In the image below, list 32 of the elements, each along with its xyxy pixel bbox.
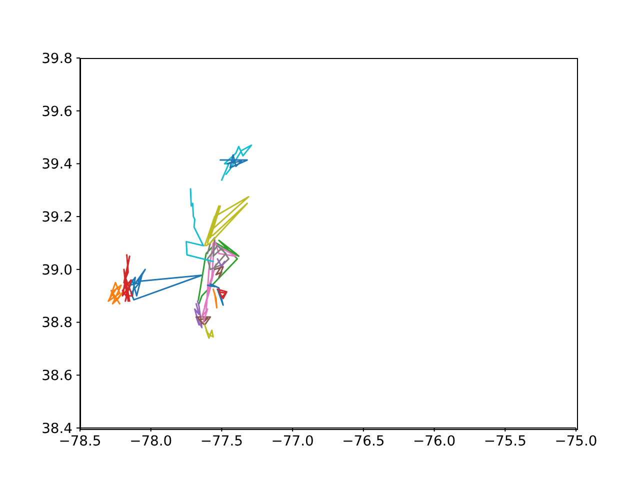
line-series [127,268,203,301]
line-series [204,196,250,246]
line-series [220,154,248,168]
line-series [216,288,228,300]
line-series [108,282,125,305]
line-series [198,240,240,305]
x-tick-label: −77.0 [271,433,314,450]
line-series [195,316,212,326]
line-series [201,240,237,324]
y-tick-label: 39.2 [42,210,72,226]
line-series [186,188,214,262]
y-tick-label: 39.6 [42,104,72,120]
line-series [206,283,224,306]
x-tick-label: −78.0 [130,433,172,450]
line-series [206,236,230,270]
line-series [122,254,134,302]
line-series [212,288,218,308]
line-series [214,266,224,278]
x-tick-label: −76.0 [412,433,456,450]
y-tick-label: 38.6 [42,368,72,384]
x-tick-label: −75.0 [554,433,598,450]
y-tick-label: 39.4 [42,156,73,173]
y-tick-label: 38.8 [42,315,72,332]
line-series [220,144,252,181]
x-tick-label: −76.5 [342,433,385,450]
x-tick-label: −75.5 [484,433,526,450]
y-tick-label: 39.8 [42,50,72,67]
line-series [216,258,226,270]
line-series [194,300,203,328]
x-tick-label: −77.5 [200,433,244,450]
line-series [204,324,214,339]
y-tick-label: 39.0 [42,262,72,278]
